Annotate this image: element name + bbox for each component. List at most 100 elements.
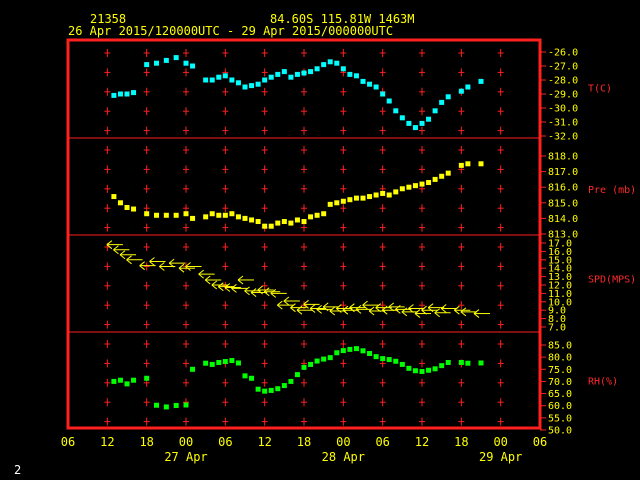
wind-arrow-head — [178, 267, 185, 273]
wind-arrow — [388, 302, 405, 312]
humidity-point — [360, 348, 366, 354]
wind-arrow-head — [342, 309, 349, 315]
temperature-point — [216, 74, 222, 80]
pressure-point — [432, 176, 438, 182]
temperature-point — [360, 78, 366, 84]
pressure-point — [288, 220, 294, 226]
y-tick-label: 12.0 — [548, 281, 572, 292]
temperature-point — [419, 120, 425, 126]
wind-arrow-head — [211, 280, 218, 286]
y-tick-label: 814.0 — [548, 214, 578, 225]
wind-arrow — [322, 302, 340, 312]
temperature-point — [478, 78, 484, 84]
humidity-point — [412, 368, 418, 374]
temperature-point — [412, 125, 418, 131]
y-tick-label: 14.0 — [548, 264, 572, 275]
temperature-point — [117, 91, 123, 97]
humidity-point — [321, 356, 327, 362]
temperature-point — [321, 62, 327, 68]
wind-arrow-head — [362, 300, 368, 306]
wind-arrow-head — [322, 306, 329, 312]
wind-arrow-head — [434, 308, 440, 314]
x-tick-label: 00 — [336, 435, 350, 449]
humidity-point — [478, 360, 484, 366]
wind-arrow-head — [454, 305, 460, 311]
humidity-point — [183, 402, 189, 408]
humidity-point — [353, 346, 359, 352]
wind-arrow-head — [408, 308, 414, 313]
humidity-point — [439, 363, 445, 369]
humidity-point — [235, 360, 241, 366]
wind-arrow-head — [303, 303, 309, 309]
wind-arrow — [434, 308, 451, 318]
wind-arrow-head — [316, 304, 322, 310]
humidity-point — [419, 368, 425, 374]
temperature-point — [235, 80, 241, 86]
wind-arrow — [368, 306, 386, 316]
y-tick-label: 816.0 — [548, 183, 578, 194]
humidity-point — [275, 386, 281, 392]
pressure-point — [478, 161, 484, 167]
pressure-point — [255, 219, 261, 225]
temperature-point — [439, 99, 445, 105]
panel-label-humidity: RH(%) — [588, 377, 618, 388]
wind-arrow-head — [178, 263, 185, 269]
wind-arrow-head — [460, 311, 467, 317]
wind-arrow — [375, 303, 392, 313]
temperature-point — [308, 69, 314, 75]
wind-arrow — [362, 300, 379, 310]
pressure-point — [445, 170, 451, 176]
humidity-point — [262, 388, 268, 394]
x-tick-label: 06 — [61, 435, 75, 449]
temperature-point — [393, 108, 399, 114]
pressure-point — [275, 220, 281, 226]
temperature-point — [406, 120, 412, 126]
wind-arrow — [460, 307, 477, 317]
temperature-point — [229, 77, 235, 83]
wind-arrow-head — [296, 305, 303, 311]
wind-arrow — [270, 289, 287, 298]
wind-arrow — [119, 250, 136, 260]
wind-arrow-head — [126, 255, 132, 261]
humidity-point — [386, 357, 392, 363]
temperature-point — [131, 90, 137, 96]
pressure-point — [124, 204, 130, 210]
pressure-point — [209, 211, 215, 217]
pressure-point — [249, 217, 255, 223]
temperature-point — [353, 73, 359, 79]
pressure-point — [412, 183, 418, 189]
station-id: 21358 — [90, 12, 126, 26]
wind-arrow-head — [237, 279, 244, 285]
temperature-point — [458, 88, 464, 94]
pressure-point — [301, 219, 307, 225]
temperature-point — [380, 91, 386, 97]
wind-arrow-head — [159, 262, 165, 267]
humidity-point — [308, 361, 314, 367]
y-tick-label: 813.0 — [548, 230, 578, 241]
humidity-point — [154, 402, 159, 408]
wind-arrow — [126, 255, 143, 265]
y-tick-label: 13.0 — [548, 272, 572, 283]
pressure-point — [154, 212, 159, 218]
wind-arrow-head — [198, 273, 204, 279]
wind-arrow — [440, 304, 458, 313]
temperature-point — [183, 60, 189, 66]
wind-arrow-head — [113, 249, 119, 255]
pressure-point — [163, 212, 169, 218]
wind-arrow — [381, 305, 399, 315]
y-tick-label: 50.0 — [548, 426, 572, 437]
page-number: 2 — [14, 463, 21, 477]
x-tick-label: 06 — [375, 435, 389, 449]
humidity-point — [301, 364, 307, 370]
pressure-point — [340, 198, 346, 204]
wind-arrow-head — [185, 262, 191, 267]
wind-arrow-head — [336, 304, 342, 309]
wind-arrow-head — [303, 299, 309, 305]
pressure-point — [173, 212, 179, 218]
y-tick-label: 15.0 — [548, 255, 572, 266]
humidity-point — [367, 351, 373, 356]
temperature-point — [111, 92, 117, 98]
temperature-point — [327, 59, 333, 65]
temperature-point — [301, 70, 307, 76]
wind-arrow-head — [218, 286, 224, 292]
